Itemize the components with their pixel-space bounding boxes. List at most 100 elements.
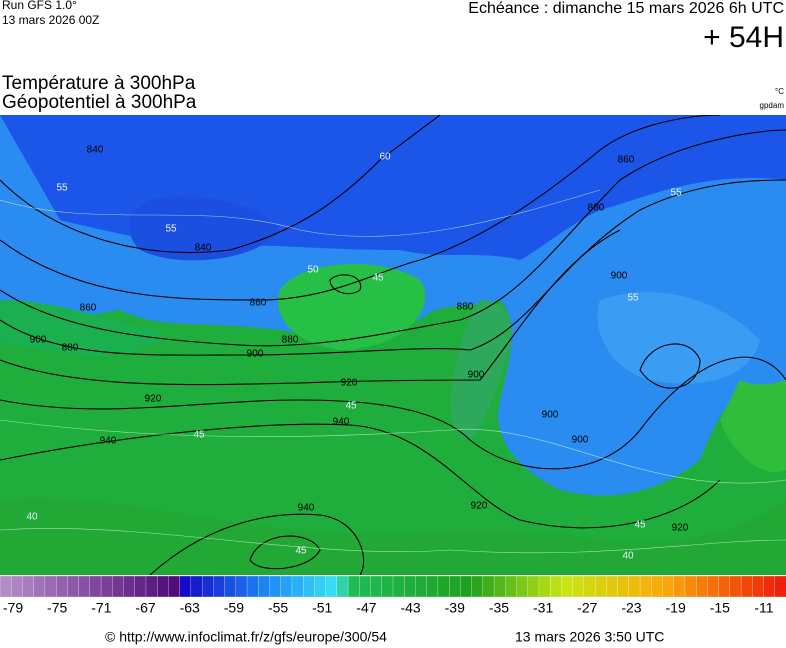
height-contour-label: 920 bbox=[145, 394, 162, 405]
colorbar-swatch bbox=[33, 575, 46, 598]
colorbar-swatch bbox=[280, 575, 293, 598]
colorbar-swatch bbox=[235, 575, 248, 598]
colorbar-swatch bbox=[145, 575, 158, 598]
colorbar-swatch bbox=[303, 575, 315, 598]
height-contour-label: 880 bbox=[588, 203, 605, 214]
colorbar-swatch bbox=[707, 575, 720, 598]
valid-time: Echéance : dimanche 15 mars 2026 6h UTC bbox=[468, 0, 784, 17]
colorbar-swatch bbox=[684, 575, 697, 598]
colorbar-swatch bbox=[258, 575, 270, 598]
height-contour-label: 900 bbox=[247, 349, 264, 360]
height-contour-label: 860 bbox=[618, 155, 635, 166]
colorbar-swatch bbox=[673, 575, 686, 598]
colorbar-swatch bbox=[527, 575, 540, 598]
temperature-contour-label: 45 bbox=[345, 401, 357, 412]
colorbar-swatch bbox=[606, 575, 619, 598]
temperature-contour-label: 55 bbox=[165, 224, 177, 235]
temperature-contour-label: 55 bbox=[670, 188, 682, 199]
colorbar-swatch bbox=[314, 575, 327, 598]
temperature-contour-label: 45 bbox=[634, 520, 646, 531]
temperature-contour-label: 45 bbox=[295, 546, 307, 557]
colorbar-swatch bbox=[201, 575, 214, 598]
colorbar-swatch bbox=[774, 575, 786, 598]
colorbar-swatch bbox=[740, 575, 753, 598]
colorbar-swatch bbox=[550, 575, 562, 598]
colorbar-label: -15 bbox=[710, 600, 730, 616]
unit-height: gpdam bbox=[760, 101, 785, 110]
height-contour-label: 940 bbox=[100, 436, 117, 447]
colorbar-swatch bbox=[269, 575, 282, 598]
colorbar-swatch bbox=[448, 575, 461, 598]
colorbar-swatch bbox=[89, 575, 102, 598]
colorbar-swatch bbox=[718, 575, 731, 598]
height-contour-label: 900 bbox=[468, 370, 485, 381]
colorbar-swatch bbox=[347, 575, 360, 598]
colorbar-label: -39 bbox=[445, 600, 465, 616]
colorbar-swatch bbox=[213, 575, 226, 598]
colorbar-swatch bbox=[0, 575, 12, 598]
colorbar-label: -19 bbox=[666, 600, 686, 616]
colorbar-swatch bbox=[157, 575, 169, 598]
colorbar-swatch bbox=[246, 575, 259, 598]
colorbar-swatch bbox=[134, 575, 147, 598]
colorbar-label: -51 bbox=[312, 600, 332, 616]
colorbar-swatch bbox=[11, 575, 23, 598]
colorbar-swatch bbox=[404, 575, 416, 598]
colorbar-swatch bbox=[482, 575, 495, 598]
colorbar-swatch bbox=[426, 575, 439, 598]
height-contour-label: 880 bbox=[62, 343, 79, 354]
lead-time: + 54H bbox=[703, 21, 784, 54]
colorbar-swatch bbox=[752, 575, 764, 598]
colorbar-label: -35 bbox=[489, 600, 509, 616]
colorbar-swatch bbox=[696, 575, 708, 598]
height-contour-label: 920 bbox=[672, 523, 689, 534]
colorbar-swatch bbox=[55, 575, 68, 598]
temperature-contour-label: 55 bbox=[56, 183, 68, 194]
temperature-contour-label: 45 bbox=[193, 430, 205, 441]
colorbar-swatch bbox=[112, 575, 124, 598]
height-contour-label: 840 bbox=[87, 145, 104, 156]
colorbar-label: -79 bbox=[3, 600, 23, 616]
colorbar-label: -31 bbox=[533, 600, 553, 616]
colorbar-swatch bbox=[651, 575, 663, 598]
colorbar-swatch bbox=[100, 575, 113, 598]
colorbar-label: -67 bbox=[135, 600, 155, 616]
temperature-contour-label: 50 bbox=[307, 265, 319, 276]
colorbar-label: -75 bbox=[47, 600, 67, 616]
colorbar-swatch bbox=[617, 575, 630, 598]
title-line2: Géopotentiel à 300hPa bbox=[2, 92, 197, 113]
colorbar-swatch bbox=[572, 575, 585, 598]
temperature-contour-label: 60 bbox=[379, 152, 391, 163]
colorbar-swatch bbox=[729, 575, 742, 598]
colorbar-swatch bbox=[179, 575, 192, 598]
colorbar-swatch bbox=[123, 575, 136, 598]
footer-url: © http://www.infoclimat.fr/z/gfs/europe/… bbox=[105, 629, 387, 645]
height-contour-label: 880 bbox=[457, 302, 474, 313]
temperature-contour-label: 40 bbox=[26, 512, 38, 523]
colorbar-label: -27 bbox=[577, 600, 597, 616]
colorbar-swatch bbox=[561, 575, 574, 598]
colorbar-swatch bbox=[22, 575, 35, 598]
colorbar-label: -47 bbox=[356, 600, 376, 616]
height-contour-label: 840 bbox=[195, 243, 212, 254]
colorbar-swatch bbox=[516, 575, 529, 598]
colorbar-swatch bbox=[628, 575, 641, 598]
colorbar-swatch bbox=[336, 575, 349, 598]
colorbar-label: -55 bbox=[268, 600, 288, 616]
colorbar-swatch bbox=[392, 575, 405, 598]
temperature-contour-label: 45 bbox=[372, 273, 384, 284]
map: 840 840 860 880 900 920 920 940 940 940 880 860 880 9… bbox=[0, 115, 786, 575]
height-contour-label: 940 bbox=[333, 417, 350, 428]
footer-timestamp: 13 mars 2026 3:50 UTC bbox=[515, 629, 664, 645]
colorbar-swatch bbox=[78, 575, 91, 598]
colorbar-label: -71 bbox=[91, 600, 111, 616]
height-contour-label: 880 bbox=[282, 335, 299, 346]
unit-temperature: °C bbox=[775, 87, 784, 96]
colorbar-label: -63 bbox=[180, 600, 200, 616]
colorbar-swatch bbox=[415, 575, 428, 598]
colorbar-swatch bbox=[168, 575, 181, 598]
height-contour-label: 900 bbox=[30, 335, 47, 346]
colorbar-swatch bbox=[538, 575, 551, 598]
height-contour-label: 900 bbox=[572, 435, 589, 446]
